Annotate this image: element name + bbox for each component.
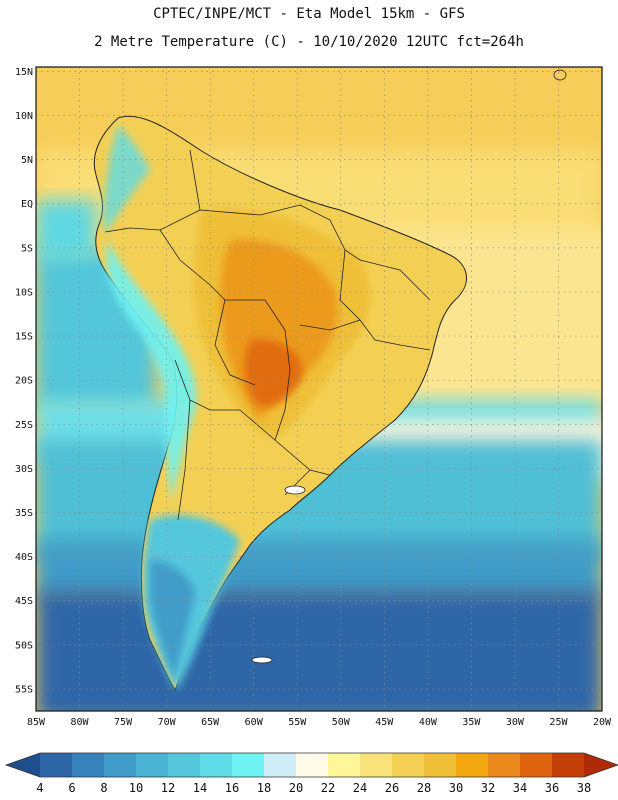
colorbar-swatch	[200, 753, 233, 777]
lat-tick-label: 10N	[15, 111, 33, 122]
colorbar-swatch	[168, 753, 201, 777]
lon-tick-label: 40W	[419, 717, 438, 728]
colorbar-swatch	[360, 753, 393, 777]
colorbar-label: 8	[100, 781, 107, 795]
colorbar-swatch	[552, 753, 585, 777]
colorbar-under-arrow	[6, 753, 40, 777]
colorbar-over-arrow	[584, 753, 618, 777]
colorbar-swatch	[392, 753, 425, 777]
colorbar-swatch	[296, 753, 329, 777]
country-borders	[104, 149, 431, 521]
colorbar-swatch	[264, 753, 297, 777]
colorbar-label: 12	[161, 781, 175, 795]
colorbar-swatch	[136, 753, 169, 777]
lon-tick-label: 80W	[71, 717, 90, 728]
colorbar-swatch	[424, 753, 457, 777]
colorbar-swatch	[488, 753, 521, 777]
lon-tick-label: 55W	[288, 717, 307, 728]
lon-tick-label: 75W	[114, 717, 133, 728]
lon-tick-label: 65W	[201, 717, 220, 728]
lat-tick-label: 30S	[15, 464, 33, 475]
map-frame	[35, 66, 603, 712]
lat-tick-label: 35S	[15, 508, 33, 519]
colorbar-swatch	[456, 753, 489, 777]
colorbar-label: 18	[257, 781, 271, 795]
colorbar-label: 32	[481, 781, 495, 795]
lat-tick-label: 15N	[15, 67, 33, 78]
colorbar-label: 36	[545, 781, 559, 795]
colorbar-label: 4	[36, 781, 43, 795]
colorbar-label: 24	[353, 781, 367, 795]
lon-tick-label: 60W	[245, 717, 264, 728]
lon-tick-label: 30W	[506, 717, 525, 728]
lat-tick-label: 25S	[15, 420, 33, 431]
lat-tick-label: 20S	[15, 376, 33, 387]
lon-tick-label: 85W	[27, 717, 46, 728]
colorbar-label: 14	[193, 781, 207, 795]
lat-tick-label: 50S	[15, 640, 33, 651]
colorbar-swatch	[40, 753, 73, 777]
map-title-line-2: 2 Metre Temperature (C) - 10/10/2020 12U…	[94, 34, 524, 50]
lat-tick-label: 10S	[15, 287, 33, 298]
longitude-labels: 85W 80W 75W 70W 65W 60W 55W 50W 45W 40W 35W 30W 25W 2…	[27, 717, 612, 728]
lat-tick-label: 5N	[21, 155, 33, 166]
lat-tick-label: 45S	[15, 596, 33, 607]
lat-tick-label: 40S	[15, 552, 33, 563]
lon-tick-label: 45W	[375, 717, 394, 728]
graticule	[35, 67, 603, 711]
lon-tick-label: 25W	[549, 717, 568, 728]
lat-tick-label: 55S	[15, 684, 33, 695]
lat-tick-label: 15S	[15, 332, 33, 343]
colorbar-label: 28	[417, 781, 431, 795]
lon-tick-label: 70W	[158, 717, 177, 728]
colorbar-swatch	[520, 753, 553, 777]
colorbar	[4, 752, 618, 778]
colorbar-label: 30	[449, 781, 463, 795]
colorbar-label: 34	[513, 781, 527, 795]
colorbar-label: 26	[385, 781, 399, 795]
lon-tick-label: 50W	[332, 717, 351, 728]
colorbar-label: 16	[225, 781, 239, 795]
colorbar-label: 22	[321, 781, 335, 795]
colorbar-label: 6	[68, 781, 75, 795]
colorbar-swatch	[104, 753, 137, 777]
temperature-field	[36, 67, 602, 711]
lon-tick-label: 20W	[593, 717, 612, 728]
colorbar-label: 38	[577, 781, 591, 795]
map-title-line-1: CPTEC/INPE/MCT - Eta Model 15km - GFS	[153, 6, 465, 22]
lat-tick-label: 5S	[21, 243, 33, 254]
colorbar-label: 10	[129, 781, 143, 795]
colorbar-label: 20	[289, 781, 303, 795]
colorbar-labels: 4 6 8 10 12 14 16 18 20 22 24 26 28 30 32 34 36 38	[36, 781, 591, 795]
colorbar-swatch	[72, 753, 105, 777]
lon-tick-label: 35W	[462, 717, 481, 728]
colorbar-swatch	[232, 753, 265, 777]
latitude-labels: 15N 10N 5N EQ 5S 10S 15S 20S 25S 30S 35S 40S 45S 50S 5…	[15, 67, 33, 696]
colorbar-swatch	[328, 753, 361, 777]
lat-tick-label: EQ	[21, 199, 33, 210]
colorbar-outline	[4, 752, 618, 778]
